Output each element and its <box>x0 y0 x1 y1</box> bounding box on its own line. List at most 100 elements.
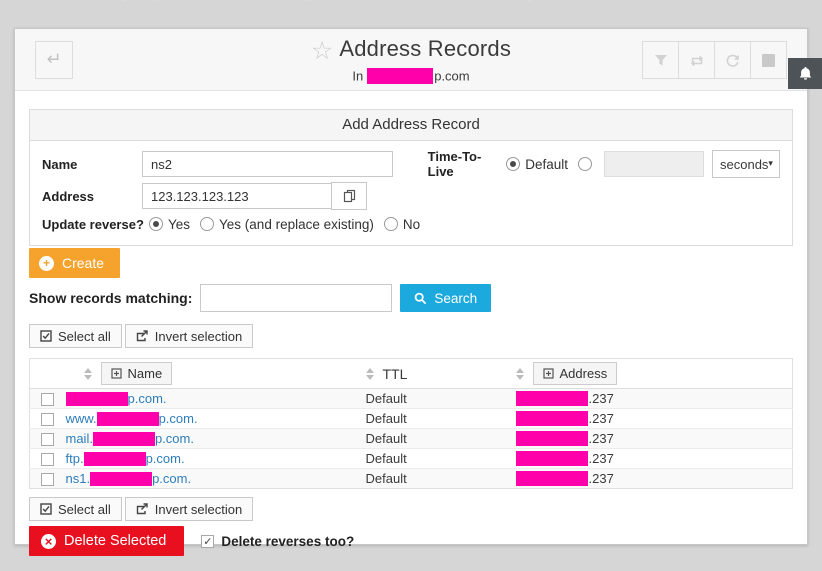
record-name-prefix: ns1. <box>65 471 91 486</box>
sort-name-control[interactable] <box>83 367 92 380</box>
invert-selection-icon <box>136 330 148 342</box>
update-reverse-no-radio[interactable] <box>383 217 398 231</box>
cropped-page-text-artifact <box>120 0 532 2</box>
delete-reverses-checkbox[interactable]: ✓ <box>201 534 215 548</box>
sort-address-control[interactable] <box>515 367 524 380</box>
redacted-record-address <box>515 451 588 466</box>
invert-selection-label: Invert selection <box>154 501 243 517</box>
header-toolbar <box>642 41 787 79</box>
table-row: ftp. p.com. Default .237 <box>29 448 793 469</box>
record-ttl: Default <box>365 428 516 449</box>
copy-icon <box>343 189 355 203</box>
form-title: Add Address Record <box>30 110 792 141</box>
ttl-column-label: TTL <box>382 365 408 382</box>
redacted-record-address <box>515 471 588 486</box>
stop-icon <box>762 53 775 67</box>
redacted-record-name <box>83 452 146 466</box>
redacted-record-name <box>90 472 153 486</box>
select-all-label: Select all <box>58 501 111 517</box>
invert-selection-label: Invert selection <box>154 328 243 344</box>
row-checkbox[interactable] <box>41 453 55 467</box>
update-reverse-replace-label: Yes (and replace existing) <box>219 216 374 232</box>
record-address: .237 <box>515 468 793 489</box>
row-checkbox[interactable] <box>41 393 55 407</box>
address-column-button[interactable]: Address <box>532 362 618 385</box>
redacted-record-name <box>92 432 155 446</box>
ttl-unit-select[interactable]: seconds ▾ <box>712 150 780 178</box>
address-input[interactable] <box>142 183 332 209</box>
ttl-default-label: Default <box>525 156 568 172</box>
update-reverse-no-label: No <box>402 216 421 232</box>
paste-address-button[interactable] <box>331 182 367 210</box>
record-name-link[interactable]: ftp. p.com. <box>66 451 185 466</box>
name-column-label: Name <box>127 366 163 381</box>
record-address: .237 <box>515 428 793 449</box>
search-button[interactable]: Search <box>400 284 492 312</box>
table-row: www. p.com. Default .237 <box>29 408 793 429</box>
record-address-suffix: .237 <box>588 471 614 486</box>
record-ttl: Default <box>365 448 516 469</box>
name-label: Name <box>42 156 78 172</box>
plus-box-icon <box>542 368 554 379</box>
row-checkbox[interactable] <box>41 413 55 427</box>
ttl-label: Time-To-Live <box>427 149 482 179</box>
name-input[interactable] <box>142 151 393 177</box>
address-records-card: ↵ ☆ Address Records In p.com <box>14 28 808 556</box>
repeat-icon <box>690 55 703 66</box>
redacted-record-address <box>515 411 588 426</box>
create-button[interactable]: + Create <box>29 248 121 278</box>
ttl-custom-radio[interactable] <box>578 157 592 171</box>
refresh-icon <box>726 54 739 67</box>
update-reverse-label: Update reverse? <box>42 216 144 232</box>
stop-button[interactable] <box>750 41 787 79</box>
update-reverse-yes-label: Yes <box>168 216 191 232</box>
checkbox-checked-icon <box>40 503 52 515</box>
sort-ttl-control[interactable] <box>365 367 374 380</box>
record-name-link[interactable]: ns1. p.com. <box>65 471 191 486</box>
name-column-button[interactable]: Name <box>100 362 173 385</box>
record-ttl: Default <box>365 388 516 409</box>
subtitle-suffix: p.com <box>434 68 470 84</box>
select-all-label: Select all <box>58 328 111 344</box>
record-name-link[interactable]: mail. p.com. <box>66 431 194 446</box>
record-name-prefix: mail. <box>65 431 93 446</box>
repeat-button[interactable] <box>678 41 715 79</box>
refresh-button[interactable] <box>714 41 751 79</box>
address-column-label: Address <box>559 366 608 381</box>
search-icon <box>415 292 427 304</box>
delete-selected-button[interactable]: × Delete Selected <box>29 526 185 556</box>
filter-icon <box>654 54 667 65</box>
notifications-bell-tab[interactable] <box>788 58 822 89</box>
search-input[interactable] <box>200 284 393 312</box>
redacted-record-name <box>96 412 159 426</box>
record-name-link[interactable]: www. p.com. <box>66 411 198 426</box>
update-reverse-yes-radio[interactable] <box>149 217 163 231</box>
back-button[interactable]: ↵ <box>35 41 73 79</box>
update-reverse-replace-radio[interactable] <box>200 217 215 231</box>
records-table: Name TTL <box>29 358 793 489</box>
select-all-button-bottom[interactable]: Select all <box>29 497 122 521</box>
zone-subtitle: In p.com <box>15 68 807 86</box>
table-header-row: Name TTL <box>29 358 793 389</box>
record-name-suffix: p.com. <box>145 451 185 466</box>
invert-selection-button-top[interactable]: Invert selection <box>124 324 254 348</box>
ttl-custom-input[interactable] <box>604 151 704 177</box>
favorite-star-icon[interactable]: ☆ <box>310 36 334 65</box>
page-header: ↵ ☆ Address Records In p.com <box>15 29 807 91</box>
table-row: mail. p.com. Default .237 <box>29 428 793 449</box>
x-circle-icon: × <box>41 533 56 549</box>
select-all-button-top[interactable]: Select all <box>29 324 122 348</box>
row-checkbox[interactable] <box>41 473 55 487</box>
record-address: .237 <box>515 388 793 409</box>
record-name-link[interactable]: p.com. <box>65 391 167 406</box>
bell-icon <box>799 66 811 80</box>
ttl-default-radio[interactable] <box>506 157 521 171</box>
record-ttl: Default <box>365 408 516 429</box>
subtitle-prefix: In <box>352 68 364 84</box>
row-checkbox[interactable] <box>41 433 55 447</box>
invert-selection-button-bottom[interactable]: Invert selection <box>124 497 254 521</box>
record-ttl: Default <box>365 468 516 489</box>
delete-reverses-label: Delete reverses too? <box>221 533 355 549</box>
filter-button[interactable] <box>642 41 679 79</box>
invert-selection-icon <box>136 503 148 515</box>
